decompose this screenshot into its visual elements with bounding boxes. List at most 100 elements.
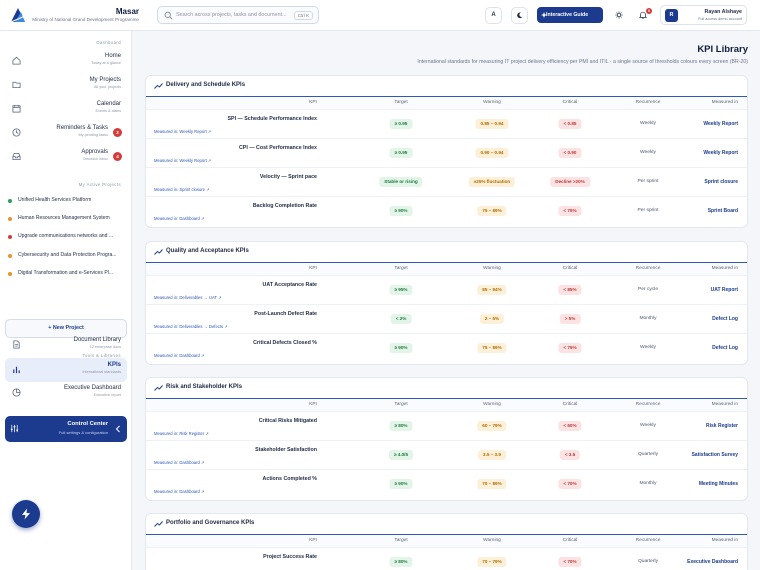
measured-in-report-link[interactable]: Weekly Report xyxy=(703,121,738,127)
section-title: Quality and Acceptance KPIs xyxy=(166,248,249,254)
kpi-name: Critical Risks Mitigated xyxy=(258,418,317,424)
table-row: Project Success Rate ≥ 80% 70 – 79% < 70% Qu… xyxy=(146,547,747,570)
column-header-recurrence: Recurrence xyxy=(635,402,661,407)
project-name: Upgrade communications networks and ... xyxy=(18,233,114,239)
sidebar-item-kpis[interactable]: KPIs International standards xyxy=(5,358,127,382)
sidebar-item-executive-dashboard[interactable]: Executive Dashboard Executive report xyxy=(5,381,127,405)
masar-logo-icon[interactable] xyxy=(9,6,27,24)
sidebar-item-label: My Projects xyxy=(89,77,121,83)
section-header[interactable]: Quality and Acceptance KPIs xyxy=(146,242,747,262)
control-center-button[interactable]: Control Center Full settings & configura… xyxy=(5,416,127,442)
section-title: Risk and Stakeholder KPIs xyxy=(166,384,243,390)
recurrence-value: Weekly xyxy=(640,423,656,428)
sidebar-item-reminders[interactable]: Reminders & Tasks My pending tasks 2 xyxy=(5,121,127,145)
settings-button[interactable] xyxy=(610,7,627,24)
warning-value: 0.90 – 0.94 xyxy=(475,148,509,158)
measured-in-report-link[interactable]: Sprint closure xyxy=(704,179,738,185)
target-value: < 2% xyxy=(390,314,412,324)
sidebar-item-label: Document Library xyxy=(73,337,121,343)
table-header: KPI Target Warning Critical Recurrence Measur… xyxy=(146,96,747,109)
kpi-name: SPI — Schedule Performance Index xyxy=(227,116,318,122)
calendar-icon xyxy=(12,104,21,113)
search-placeholder: Search across projects, tasks and docume… xyxy=(176,12,287,18)
section-header[interactable]: Delivery and Schedule KPIs xyxy=(146,76,747,96)
quick-action-button[interactable] xyxy=(12,500,40,528)
user-menu[interactable]: R Rayan Alshaye Full access demo account xyxy=(660,5,747,25)
measured-in-link[interactable]: Measured in: Deliverables → UAT ↗ xyxy=(154,295,222,300)
measured-in-link[interactable]: Measured in: Dashboard ↗ xyxy=(154,489,205,494)
interactive-guide-button[interactable]: Interactive Guide xyxy=(537,7,603,23)
language-button[interactable]: A xyxy=(485,7,502,24)
measured-in-report-link[interactable]: Defect Log xyxy=(712,316,738,322)
clock-icon xyxy=(12,128,21,137)
warning-value: 3.5 – 3.9 xyxy=(478,450,506,460)
sidebar-item-sub: My pending tasks xyxy=(78,133,108,137)
section-header[interactable]: Risk and Stakeholder KPIs xyxy=(146,378,747,398)
sidebar-item-my-projects[interactable]: My Projects All your projects xyxy=(5,73,127,97)
notifications-button[interactable]: 8 xyxy=(636,7,652,23)
reminders-badge: 2 xyxy=(113,128,122,137)
sidebar-item-document-library[interactable]: Document Library 12 enterprise docs xyxy=(5,333,127,357)
target-value: ≥ 90% xyxy=(389,206,413,216)
search-icon xyxy=(164,11,173,20)
brand-subtitle: Ministry of National Grand Development P… xyxy=(32,17,139,22)
sidebar-item-sub: All your projects xyxy=(93,85,121,89)
sidebar-item-sub: Events & dates xyxy=(95,109,121,113)
sidebar-item-approvals[interactable]: Approvals Decision inbox 4 xyxy=(5,145,127,169)
warning-value: 2 – 5% xyxy=(479,314,505,324)
measured-in-report-link[interactable]: Satisfaction Survey xyxy=(691,452,738,458)
sidebar-item-label: Reminders & Tasks xyxy=(56,125,108,131)
column-header-critical: Critical xyxy=(562,100,578,105)
target-value: ≥ 80% xyxy=(389,421,413,431)
table-row: CPI — Cost Performance Index Measured in:… xyxy=(146,138,747,167)
target-value: ≥ 90% xyxy=(389,479,413,489)
sidebar-section-dashboard: Dashboard xyxy=(96,40,121,45)
new-project-button[interactable]: + New Project xyxy=(5,319,127,338)
measured-in-link[interactable]: Measured in: Weekly Report ↗ xyxy=(154,129,212,134)
measured-in-link[interactable]: Measured in: Dashboard ↗ xyxy=(154,353,205,358)
measured-in-link[interactable]: Measured in: Risk Register ↗ xyxy=(154,431,209,436)
critical-value: < 60% xyxy=(558,421,582,431)
measured-in-link[interactable]: Measured in: Deliverables → Defects ↗ xyxy=(154,324,228,329)
project-item[interactable]: Digital Transformation and e-Services Pl… xyxy=(5,266,127,282)
search-input[interactable]: Search across projects, tasks and docume… xyxy=(157,6,319,24)
recurrence-value: Weekly xyxy=(640,345,656,350)
table-row: Velocity — Sprint pace Measured in: Sprin… xyxy=(146,167,747,196)
warning-value: 70 – 79% xyxy=(477,557,507,567)
project-item[interactable]: Cybersecurity and Data Protection Progra… xyxy=(5,248,127,264)
sidebar-item-home[interactable]: Home Today at a glance xyxy=(5,49,127,73)
kpi-name: Project Success Rate xyxy=(263,554,317,560)
critical-value: < 3.5 xyxy=(559,450,581,460)
kpi-section-panel: Quality and Acceptance KPIs KPI Target Warn… xyxy=(145,241,748,365)
measured-in-report-link[interactable]: Meeting Minutes xyxy=(698,481,738,487)
measured-in-link[interactable]: Measured in: Weekly Report ↗ xyxy=(154,158,212,163)
project-item[interactable]: Unified Health Services Platform xyxy=(5,193,127,209)
search-shortcut: Ctrl K xyxy=(293,11,313,20)
sidebar-item-label: KPIs xyxy=(107,362,121,368)
recurrence-value: Per sprint xyxy=(637,208,659,213)
sidebar-item-label: Home xyxy=(104,53,121,59)
lightning-icon xyxy=(22,508,30,520)
measured-in-report-link[interactable]: UAT Report xyxy=(710,287,738,293)
measured-in-link[interactable]: Measured in: Dashboard ↗ xyxy=(154,460,205,465)
kpi-name: Velocity — Sprint pace xyxy=(259,174,317,180)
measured-in-report-link[interactable]: Sprint Board xyxy=(707,208,738,214)
measured-in-report-link[interactable]: Risk Register xyxy=(706,423,738,429)
measured-in-link[interactable]: Measured in: Sprint closure ↗ xyxy=(154,187,210,192)
measured-in-report-link[interactable]: Executive Dashboard xyxy=(687,559,738,565)
sidebar-item-calendar[interactable]: Calendar Events & dates xyxy=(5,97,127,121)
measured-in-link[interactable]: Measured in: Dashboard ↗ xyxy=(154,216,205,221)
project-item[interactable]: Human Resources Management System xyxy=(5,211,127,227)
section-header[interactable]: Portfolio and Governance KPIs xyxy=(146,514,747,534)
critical-value: < 70% xyxy=(558,557,582,567)
measured-in-report-link[interactable]: Weekly Report xyxy=(703,150,738,156)
approvals-badge: 4 xyxy=(113,152,122,161)
kpi-section-panel: Delivery and Schedule KPIs KPI Target Warni… xyxy=(145,75,748,228)
project-item[interactable]: Upgrade communications networks and ... xyxy=(5,229,127,245)
recurrence-value: Per cycle xyxy=(637,287,659,292)
sidebar: Dashboard Home Today at a glance My Proj… xyxy=(0,31,132,570)
dark-mode-button[interactable] xyxy=(511,7,528,24)
measured-in-report-link[interactable]: Defect Log xyxy=(712,345,738,351)
column-header-critical: Critical xyxy=(562,402,578,407)
user-role: Full access demo account xyxy=(698,17,742,21)
